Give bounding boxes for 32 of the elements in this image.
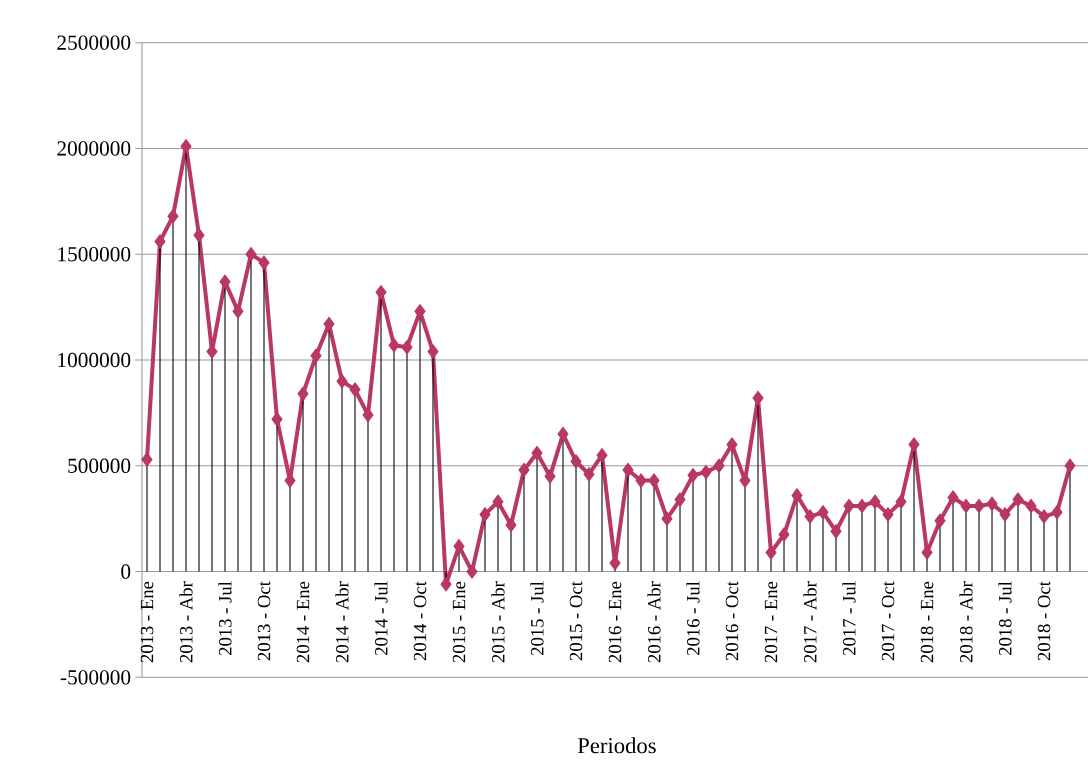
x-tick-label: 2018 - Oct [1037,581,1051,661]
x-tick-label: 2015 - Abr [491,581,505,663]
x-tick-label: 2014 - Oct [413,581,427,661]
x-tick-label: 2017 - Abr [803,581,817,663]
x-tick-label: 2017 - Jul [842,581,856,656]
x-tick-label: 2015 - Oct [569,581,583,661]
x-tick-label: 2014 - Ene [296,581,310,663]
x-tick-label: 2014 - Abr [335,581,349,663]
x-tick-label: 2015 - Ene [452,581,466,663]
x-axis-title: Periodos [577,737,656,754]
y-tick-label: 1500000 [58,247,131,262]
x-tick-label: 2017 - Ene [764,581,778,663]
x-tick-label: 2017 - Oct [881,581,895,661]
x-tick-label: 2018 - Abr [959,581,973,663]
x-tick-label: 2016 - Ene [608,581,622,663]
x-tick-label: 2016 - Abr [647,581,661,663]
y-tick-label: 500000 [68,458,131,474]
x-tick-label: 2018 - Jul [998,581,1012,656]
x-tick-label: 2018 - Ene [920,581,934,663]
x-tick-label: 2013 - Jul [218,581,232,656]
x-tick-label: 2013 - Abr [179,581,193,663]
y-tick-label: 2000000 [57,141,131,156]
y-tick-label: 0 [121,564,131,579]
y-tick-label: 1000000 [58,352,131,368]
y-tick-label: -500000 [60,670,131,685]
x-tick-label: 2013 - Oct [257,581,271,661]
x-tick-label: 2016 - Oct [725,581,739,661]
x-tick-label: 2015 - Jul [530,581,544,656]
x-tick-label: 2014 - Jul [374,581,388,656]
y-tick-label: 2500000 [57,35,131,51]
x-tick-label: 2013 - Ene [140,581,154,663]
x-tick-label: 2016 - Jul [686,581,700,656]
